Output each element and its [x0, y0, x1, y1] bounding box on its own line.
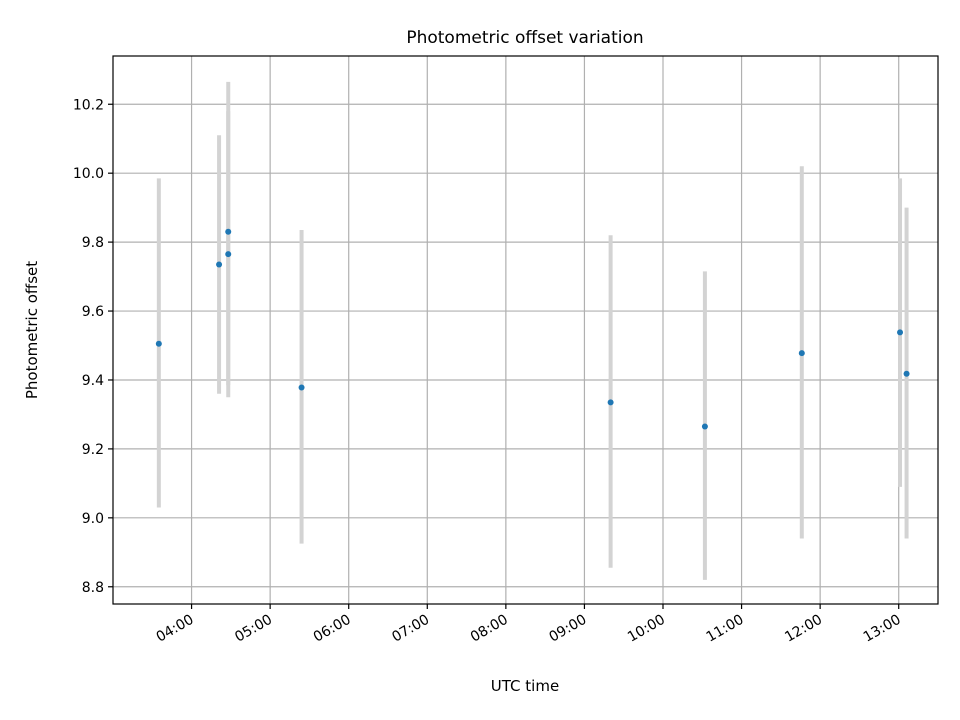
chart-title: Photometric offset variation: [406, 28, 643, 48]
data-point: [216, 261, 223, 268]
data-point: [798, 350, 805, 357]
data-point: [701, 423, 708, 430]
y-tick-label: 9.8: [82, 235, 104, 251]
x-axis-label: UTC time: [491, 677, 559, 695]
data-point: [298, 384, 305, 391]
plot-frame: [112, 55, 939, 605]
y-tick-label: 9.4: [82, 373, 104, 389]
data-point: [225, 251, 232, 258]
y-axis-label: Photometric offset: [23, 261, 41, 399]
y-axis-ticks: 8.8 9.0 9.2 9.4 9.6 9.8 10.0 10.2: [73, 97, 113, 596]
data-point: [903, 370, 910, 377]
y-tick-label: 8.8: [82, 580, 104, 596]
y-tick-label: 9.0: [82, 511, 104, 527]
y-tick-label: 9.2: [82, 442, 104, 458]
data-point: [225, 228, 232, 235]
y-tick-label: 9.6: [82, 304, 104, 320]
data-point: [607, 399, 614, 406]
data-points: [155, 228, 910, 430]
y-tick-label: 10.0: [73, 166, 104, 182]
y-tick-label: 10.2: [73, 97, 104, 113]
data-point: [155, 340, 162, 347]
data-point: [897, 329, 904, 336]
